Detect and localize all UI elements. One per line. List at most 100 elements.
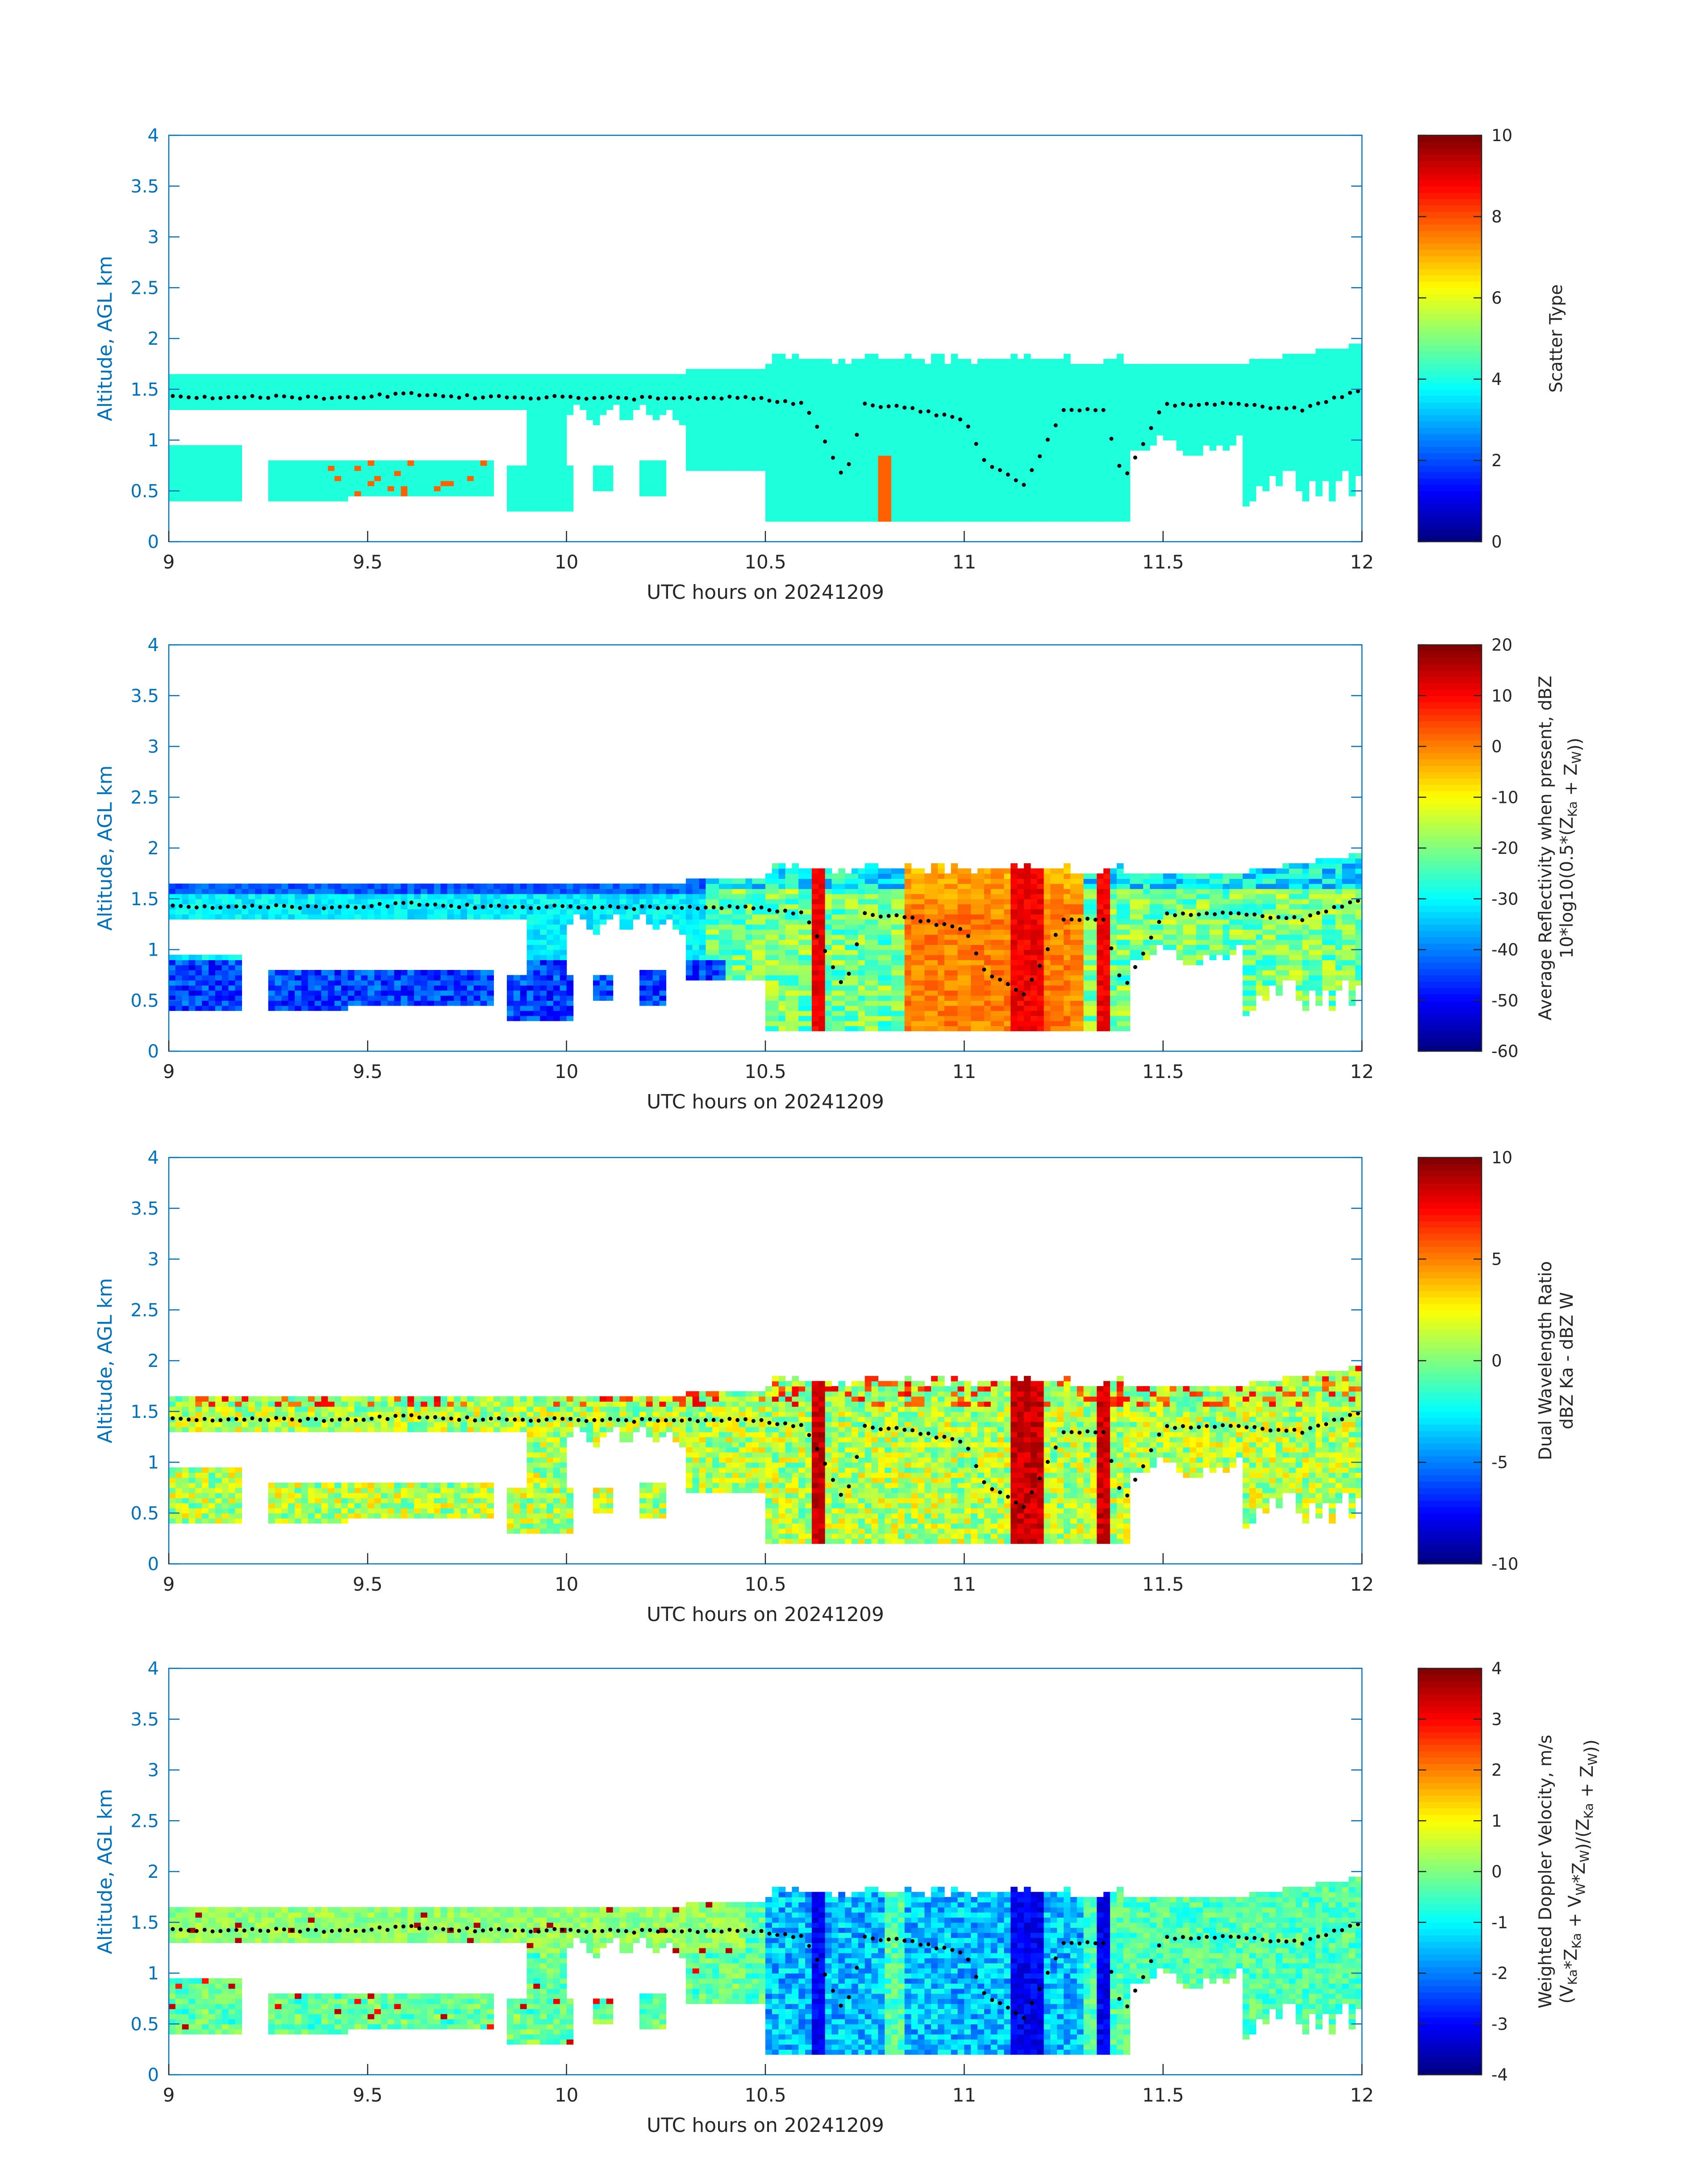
cloud-base-dot (202, 394, 207, 399)
heatmap-cell (1242, 379, 1250, 385)
heatmap-cell (454, 384, 461, 390)
heatmap-cell (957, 501, 965, 507)
heatmap-cell (811, 470, 819, 476)
heatmap-cell (1322, 354, 1329, 359)
heatmap-cell (1342, 440, 1349, 446)
heatmap-cell (1328, 496, 1336, 501)
heatmap-cell (685, 435, 693, 441)
heatmap-cell (1349, 359, 1356, 364)
heatmap-cell (924, 379, 931, 385)
heatmap-cell (526, 970, 534, 976)
heatmap-cell (1023, 399, 1031, 405)
heatmap-cell (878, 470, 885, 476)
heatmap-cell (202, 914, 209, 920)
heatmap-cell (202, 476, 209, 481)
heatmap-cell (1116, 506, 1124, 512)
cloud-base-dot (831, 455, 835, 460)
heatmap-cell (785, 394, 793, 400)
heatmap-cell (931, 404, 938, 410)
heatmap-cell (321, 995, 328, 1001)
heatmap-cell (1130, 430, 1137, 435)
heatmap-cell (984, 485, 991, 492)
heatmap-cell (1223, 404, 1230, 410)
heatmap-cell (560, 445, 567, 451)
heatmap-cell (374, 460, 381, 466)
heatmap-cell (938, 485, 945, 492)
heatmap-cell (334, 909, 342, 915)
heatmap-cell (1097, 420, 1104, 426)
heatmap-cell (984, 465, 991, 471)
heatmap-cell (765, 414, 773, 420)
heatmap-cell (328, 985, 335, 991)
heatmap-cell (765, 369, 773, 375)
heatmap-cell (1057, 394, 1064, 400)
heatmap-cell (990, 485, 998, 492)
heatmap-cell (1030, 460, 1038, 466)
heatmap-cell (288, 389, 295, 395)
heatmap-cell (328, 990, 335, 996)
heatmap-cell (414, 975, 421, 981)
heatmap-cell (626, 409, 633, 415)
heatmap-cell (1004, 455, 1011, 461)
heatmap-cell (845, 440, 852, 446)
heatmap-cell (1190, 440, 1197, 446)
heatmap-cell (401, 399, 408, 405)
heatmap-cell (845, 409, 852, 415)
heatmap-cell (540, 476, 547, 481)
heatmap-cell (175, 883, 183, 889)
heatmap-cell (547, 389, 554, 395)
heatmap-cell (924, 369, 931, 375)
cloud-base-dot (441, 394, 446, 398)
heatmap-cell (1064, 435, 1071, 441)
heatmap-cell (507, 980, 514, 986)
heatmap-cell (719, 460, 726, 466)
heatmap-cell (487, 404, 494, 410)
heatmap-cell (553, 425, 560, 430)
heatmap-cell (493, 399, 501, 405)
heatmap-cell (765, 481, 773, 486)
heatmap-cell (685, 389, 693, 395)
heatmap-cell (818, 506, 826, 512)
heatmap-cell (1070, 425, 1077, 430)
heatmap-cell (1004, 450, 1011, 456)
heatmap-cell (1355, 369, 1362, 375)
heatmap-cell (1328, 470, 1336, 476)
heatmap-cell (547, 465, 554, 471)
heatmap-cell (885, 420, 892, 426)
heatmap-cell (533, 924, 540, 930)
heatmap-cell (924, 440, 931, 446)
heatmap-cell (547, 455, 554, 461)
heatmap-cell (447, 883, 455, 889)
heatmap-cell (1282, 354, 1290, 359)
heatmap-cell (1282, 455, 1290, 461)
heatmap-cell (215, 450, 222, 456)
heatmap-cell (1256, 481, 1263, 486)
heatmap-cell (1156, 420, 1164, 426)
heatmap-cell (195, 894, 202, 899)
heatmap-cell (732, 425, 739, 430)
heatmap-cell (1116, 511, 1124, 517)
heatmap-cell (904, 470, 912, 476)
heatmap-cell (864, 435, 872, 441)
heatmap-cell (871, 369, 879, 375)
heatmap-cell (175, 995, 183, 1001)
heatmap-cell (805, 465, 812, 471)
cloud-base-dot (1038, 454, 1042, 459)
heatmap-cell (175, 1005, 183, 1011)
heatmap-cell (500, 379, 507, 385)
heatmap-cell (1057, 506, 1064, 512)
heatmap-cell (520, 506, 527, 512)
heatmap-cell (745, 455, 753, 461)
heatmap-cell (321, 465, 328, 471)
heatmap-cell (540, 485, 547, 492)
heatmap-cell (1057, 435, 1064, 441)
heatmap-cell (871, 506, 879, 512)
heatmap-cell (765, 450, 773, 456)
heatmap-cell (1229, 414, 1236, 420)
heatmap-cell (1335, 359, 1343, 364)
heatmap-cell (778, 354, 786, 359)
heatmap-cell (533, 435, 540, 441)
heatmap-cell (573, 384, 580, 390)
heatmap-cell (361, 970, 368, 976)
heatmap-cell (434, 404, 441, 410)
